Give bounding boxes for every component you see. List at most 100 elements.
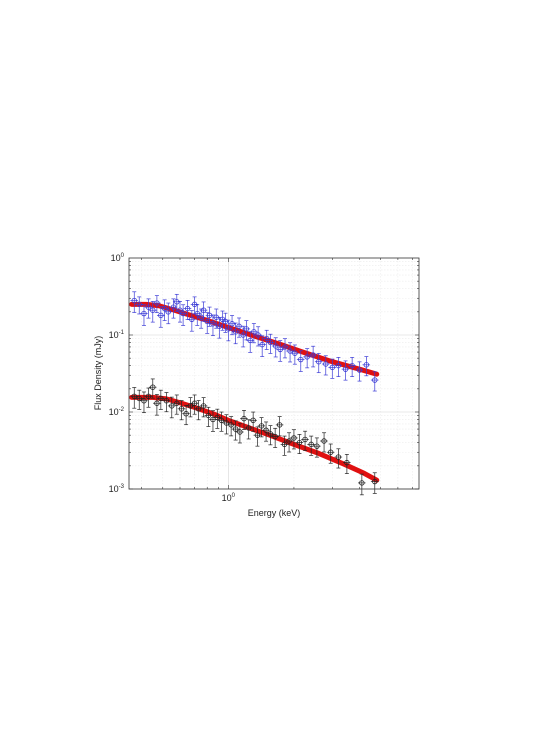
data-point xyxy=(343,454,351,474)
data-point xyxy=(357,473,366,496)
data-point xyxy=(140,391,148,414)
data-point xyxy=(341,360,350,381)
data-point xyxy=(290,429,298,450)
data-point xyxy=(275,416,284,437)
tick-labels: 100 10-3 10-2 10-1 100 xyxy=(109,253,236,503)
data-point xyxy=(307,435,315,456)
data-point xyxy=(215,317,224,339)
data-point xyxy=(222,414,231,435)
data-point xyxy=(236,423,244,444)
data-point xyxy=(266,333,275,354)
y-tick-label: 10-3 xyxy=(109,484,125,494)
data-point xyxy=(281,338,289,359)
y-tick-label: 10-1 xyxy=(109,330,125,340)
data-point xyxy=(301,430,309,451)
data-point xyxy=(194,400,203,421)
data-point xyxy=(257,417,266,438)
data-point xyxy=(227,416,235,437)
data-point xyxy=(187,310,196,332)
data-point xyxy=(193,304,201,326)
x-tick-label: 100 xyxy=(222,493,236,503)
data-point xyxy=(162,392,171,413)
data-point xyxy=(172,293,181,312)
data-point xyxy=(262,329,271,350)
data-point xyxy=(370,472,379,494)
data-point xyxy=(156,306,165,328)
data-point xyxy=(266,425,275,446)
data-point xyxy=(130,291,138,313)
data-point xyxy=(244,419,253,440)
data-point xyxy=(355,361,364,382)
data-point xyxy=(295,434,304,454)
y-axis-label: Flux Density (mJy) xyxy=(93,336,103,411)
data-point xyxy=(314,353,323,374)
data-point xyxy=(286,342,294,363)
data-point xyxy=(262,421,270,442)
data-point xyxy=(271,427,279,448)
data-point xyxy=(172,394,181,415)
data-point xyxy=(242,320,251,341)
data-point xyxy=(213,408,222,429)
data-point xyxy=(224,319,233,342)
data-point xyxy=(370,371,379,392)
data-point xyxy=(209,410,217,432)
data-point xyxy=(258,335,266,357)
data-point xyxy=(291,344,299,365)
data-point xyxy=(313,437,321,458)
data-point xyxy=(239,325,247,348)
data-point xyxy=(321,355,330,376)
data-point xyxy=(249,411,257,432)
data-point xyxy=(253,426,262,447)
data-point xyxy=(254,326,262,347)
data-point xyxy=(334,357,343,377)
data-point xyxy=(296,350,305,372)
data-point xyxy=(205,306,214,327)
data-point xyxy=(164,302,172,325)
data-point xyxy=(271,337,280,358)
data-point xyxy=(250,323,258,344)
data-point xyxy=(148,378,157,399)
data-point xyxy=(326,443,335,464)
data-point xyxy=(153,394,161,416)
data-point xyxy=(320,432,328,453)
data-point xyxy=(285,432,293,453)
data-point xyxy=(160,299,169,321)
data-point xyxy=(303,348,311,369)
data-point xyxy=(280,435,289,456)
x-axis-label: Energy (keV) xyxy=(248,508,301,518)
data-point xyxy=(204,406,213,427)
data-point xyxy=(209,314,217,337)
data-point xyxy=(153,295,161,314)
data-point xyxy=(167,396,176,419)
data-point xyxy=(130,387,138,409)
data-point xyxy=(182,405,190,426)
data-point xyxy=(217,411,226,432)
y-tick-label: 100 xyxy=(111,253,125,263)
data-point xyxy=(140,304,148,326)
data-point xyxy=(199,397,208,418)
y-tick-label: 10-2 xyxy=(109,407,125,417)
axis-ticks xyxy=(129,258,419,490)
data-point xyxy=(328,358,337,379)
data-point xyxy=(231,420,240,441)
data-point xyxy=(179,304,187,326)
data-point xyxy=(190,296,199,315)
plot-frame xyxy=(128,257,420,490)
data-point xyxy=(276,340,284,362)
data-points xyxy=(130,291,379,496)
data-point xyxy=(135,389,143,410)
data-point xyxy=(148,301,157,323)
data-point xyxy=(176,301,184,323)
data-point xyxy=(135,296,143,315)
data-point xyxy=(183,300,192,320)
data-point xyxy=(348,357,356,377)
data-point xyxy=(177,400,186,421)
data-point xyxy=(240,410,248,430)
data-point xyxy=(362,356,371,377)
data-point xyxy=(144,298,153,319)
data-point xyxy=(186,397,195,418)
data-point xyxy=(190,394,199,415)
data-point xyxy=(334,448,343,469)
data-point xyxy=(144,387,153,408)
